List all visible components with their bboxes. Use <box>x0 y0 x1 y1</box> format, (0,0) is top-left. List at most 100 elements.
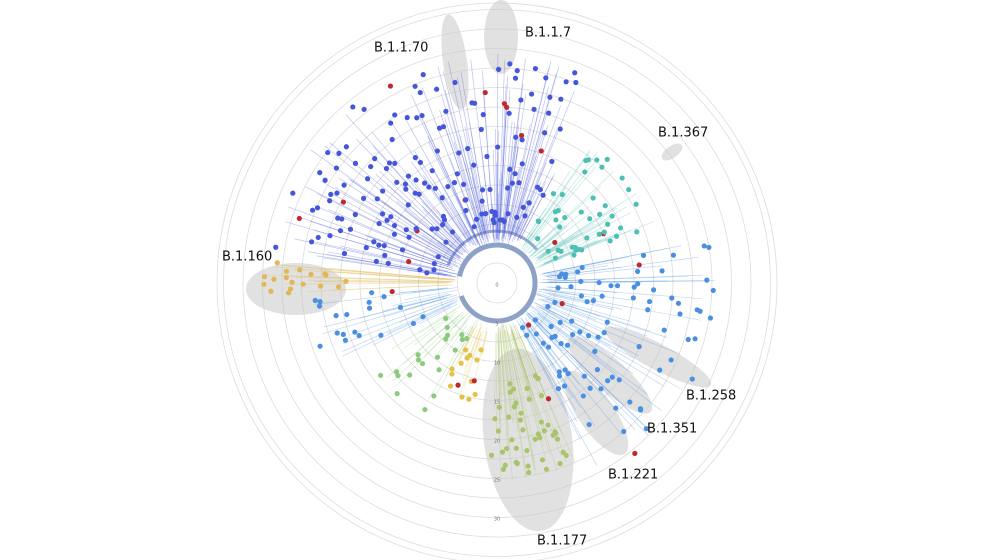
leaf <box>565 370 571 377</box>
leaf <box>308 239 315 245</box>
branch <box>419 117 479 243</box>
leaf <box>502 462 508 468</box>
leaf <box>552 209 559 215</box>
branch <box>467 320 477 337</box>
leaf <box>334 190 340 196</box>
leaf <box>552 255 559 261</box>
branch <box>451 329 474 374</box>
leaf <box>371 239 377 245</box>
branch <box>502 322 527 479</box>
branch <box>529 232 561 258</box>
leaf <box>501 218 507 225</box>
branch <box>376 218 454 260</box>
leaf <box>587 385 593 391</box>
branch <box>498 327 503 398</box>
leaf <box>340 331 346 338</box>
branch <box>436 209 465 244</box>
branch <box>499 329 509 452</box>
branch <box>539 239 602 266</box>
branch <box>283 275 455 282</box>
leaf <box>540 340 546 346</box>
leaf <box>512 75 519 81</box>
branch <box>383 294 458 318</box>
branch <box>387 303 453 334</box>
leaf <box>595 334 601 340</box>
leaf <box>640 252 647 258</box>
branch <box>508 86 549 237</box>
branch <box>452 189 477 241</box>
leaf <box>454 171 460 177</box>
branch <box>545 231 622 264</box>
branch <box>537 257 563 268</box>
leaf <box>590 297 597 304</box>
leaf <box>395 373 401 379</box>
leaf <box>261 274 268 280</box>
leaf <box>397 304 404 310</box>
branch <box>507 166 521 230</box>
leaf <box>599 164 605 170</box>
leaf <box>635 281 641 287</box>
leaf <box>388 120 394 126</box>
branch <box>517 330 541 383</box>
leaf <box>463 207 469 214</box>
leaf <box>412 83 418 89</box>
leaf <box>504 185 511 191</box>
leaf <box>578 209 584 215</box>
leaf <box>300 281 306 287</box>
branch <box>522 193 567 251</box>
leaf <box>463 197 469 203</box>
leaf <box>405 202 411 208</box>
leaf <box>594 367 600 373</box>
leaf <box>328 191 334 197</box>
leaf <box>605 378 611 384</box>
branch <box>327 251 444 274</box>
leaf <box>436 367 442 373</box>
leaf <box>443 239 449 245</box>
branch <box>501 325 511 411</box>
leaf <box>552 299 558 306</box>
branch <box>453 141 485 240</box>
leaf <box>520 324 526 331</box>
branch <box>542 265 609 277</box>
leaf <box>513 134 519 140</box>
leaf <box>496 404 502 410</box>
branch <box>499 333 505 397</box>
leaf <box>636 262 642 268</box>
leaf <box>569 244 575 250</box>
branch <box>308 279 443 283</box>
leaf <box>459 394 465 400</box>
branch <box>551 256 699 277</box>
branch <box>438 253 449 259</box>
leaf <box>424 270 430 276</box>
branch <box>382 294 451 312</box>
leaf <box>389 136 395 143</box>
branch <box>531 324 622 436</box>
leaf <box>689 376 695 382</box>
branch <box>433 171 476 246</box>
branch <box>527 328 582 409</box>
branch <box>379 171 466 253</box>
leaf <box>478 126 484 133</box>
branch <box>405 118 477 247</box>
leaf <box>584 299 590 305</box>
branch <box>548 286 702 300</box>
leaf <box>512 171 518 177</box>
clade-label: B.1.160 <box>222 250 272 265</box>
leaf <box>283 268 290 274</box>
leaf <box>518 132 525 139</box>
branch <box>550 275 689 282</box>
leaf <box>577 329 583 335</box>
branch <box>400 242 451 264</box>
leaf <box>360 195 367 201</box>
branch <box>465 145 486 232</box>
branch <box>537 216 614 261</box>
leaf <box>539 457 546 463</box>
branch <box>470 59 492 233</box>
branch <box>515 128 558 236</box>
branch <box>537 288 568 294</box>
branch <box>518 181 542 235</box>
leaf <box>347 226 354 232</box>
branch <box>494 332 497 411</box>
leaf <box>432 185 438 191</box>
leaf <box>668 357 674 363</box>
